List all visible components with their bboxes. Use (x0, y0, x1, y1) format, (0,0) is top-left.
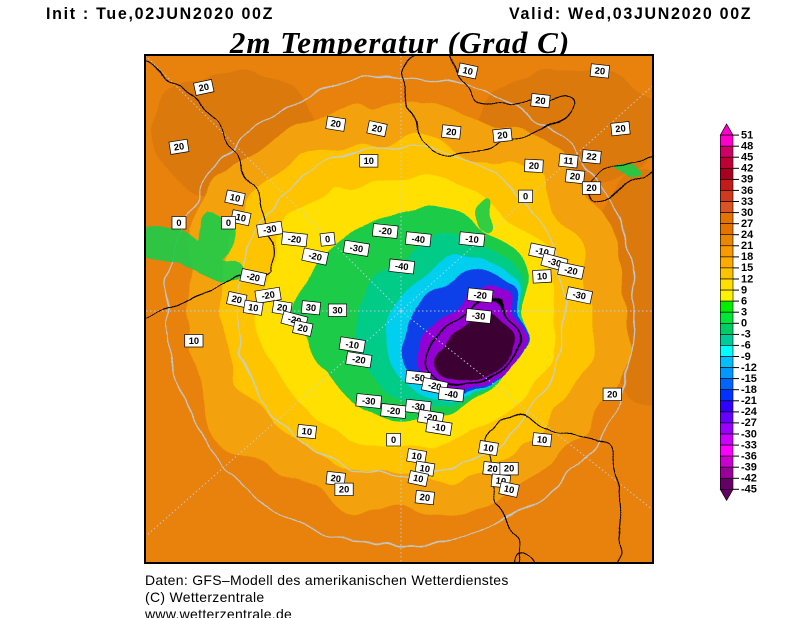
svg-text:51: 51 (741, 129, 753, 141)
svg-text:-24: -24 (741, 406, 758, 418)
svg-text:-18: -18 (741, 384, 757, 396)
svg-text:20: 20 (569, 171, 580, 182)
svg-text:20: 20 (497, 130, 508, 141)
svg-text:-12: -12 (741, 362, 757, 374)
svg-text:48: 48 (741, 141, 753, 153)
svg-text:0: 0 (523, 191, 528, 201)
svg-text:21: 21 (741, 240, 753, 252)
svg-text:20: 20 (446, 126, 457, 137)
svg-text:-30: -30 (349, 242, 364, 254)
svg-text:39: 39 (741, 174, 753, 186)
svg-text:-10: -10 (345, 339, 360, 351)
svg-text:-9: -9 (741, 351, 751, 363)
svg-text:9: 9 (741, 284, 747, 296)
svg-text:45: 45 (741, 152, 753, 164)
svg-text:20: 20 (330, 473, 341, 484)
svg-text:20: 20 (504, 464, 514, 474)
svg-text:-30: -30 (362, 395, 376, 406)
svg-text:6: 6 (741, 295, 747, 307)
svg-text:20: 20 (586, 183, 596, 193)
svg-text:20: 20 (173, 141, 185, 152)
svg-text:0: 0 (176, 218, 181, 228)
svg-text:33: 33 (741, 196, 753, 208)
svg-text:-30: -30 (262, 223, 277, 235)
svg-text:20: 20 (297, 322, 309, 334)
svg-text:10: 10 (229, 192, 241, 204)
svg-text:10: 10 (503, 483, 515, 495)
svg-text:10: 10 (537, 271, 548, 282)
svg-text:20: 20 (615, 123, 626, 134)
svg-text:10: 10 (412, 473, 424, 485)
svg-text:-20: -20 (473, 290, 487, 301)
svg-text:20: 20 (607, 389, 617, 399)
svg-text:-40: -40 (411, 234, 425, 245)
svg-text:-33: -33 (741, 439, 757, 451)
svg-text:-30: -30 (471, 310, 485, 321)
svg-text:-3: -3 (741, 329, 751, 341)
svg-text:-20: -20 (386, 405, 400, 416)
svg-text:10: 10 (483, 442, 495, 453)
svg-text:10: 10 (189, 336, 199, 346)
svg-text:-40: -40 (444, 389, 458, 400)
svg-text:27: 27 (741, 218, 753, 230)
svg-text:30: 30 (741, 207, 753, 219)
svg-text:-10: -10 (432, 422, 447, 434)
svg-text:20: 20 (535, 95, 546, 106)
svg-text:-27: -27 (741, 417, 757, 429)
svg-text:-40: -40 (395, 261, 409, 272)
svg-text:10: 10 (364, 156, 374, 166)
svg-text:12: 12 (741, 273, 753, 285)
svg-text:20: 20 (198, 82, 210, 94)
svg-text:-20: -20 (378, 225, 392, 236)
svg-text:10: 10 (301, 426, 312, 437)
svg-text:30: 30 (305, 302, 316, 313)
svg-text:15: 15 (741, 262, 753, 274)
svg-text:0: 0 (741, 318, 747, 330)
svg-text:-21: -21 (741, 395, 757, 407)
svg-text:0: 0 (391, 435, 396, 445)
svg-text:0: 0 (325, 234, 331, 244)
svg-text:-20: -20 (287, 234, 301, 245)
svg-text:-42: -42 (741, 473, 757, 485)
svg-text:10: 10 (536, 434, 547, 445)
svg-text:11: 11 (563, 155, 574, 166)
svg-text:36: 36 (741, 185, 753, 197)
svg-text:20: 20 (330, 118, 342, 129)
svg-text:20: 20 (231, 294, 243, 306)
svg-text:20: 20 (419, 492, 430, 503)
svg-text:30: 30 (332, 305, 342, 315)
svg-text:-30: -30 (741, 428, 757, 440)
svg-text:22: 22 (586, 151, 597, 162)
svg-text:-15: -15 (741, 373, 757, 385)
svg-text:-20: -20 (351, 354, 366, 366)
svg-text:0: 0 (226, 218, 231, 228)
svg-text:18: 18 (741, 251, 753, 263)
svg-text:-45: -45 (741, 484, 757, 496)
svg-text:20: 20 (371, 123, 383, 135)
svg-text:-6: -6 (741, 340, 751, 352)
svg-text:-10: -10 (465, 234, 479, 245)
svg-text:-36: -36 (741, 450, 757, 462)
svg-text:10: 10 (235, 212, 247, 224)
svg-text:3: 3 (741, 307, 747, 319)
svg-text:-39: -39 (741, 462, 757, 474)
svg-text:20: 20 (528, 161, 539, 172)
svg-text:42: 42 (741, 163, 753, 175)
svg-text:10: 10 (411, 451, 423, 462)
svg-text:10: 10 (247, 302, 259, 313)
svg-text:20: 20 (487, 463, 498, 474)
svg-text:20: 20 (339, 484, 349, 494)
svg-text:-20: -20 (261, 289, 276, 301)
svg-text:20: 20 (594, 65, 605, 76)
svg-text:10: 10 (462, 65, 474, 77)
svg-text:24: 24 (741, 229, 754, 241)
